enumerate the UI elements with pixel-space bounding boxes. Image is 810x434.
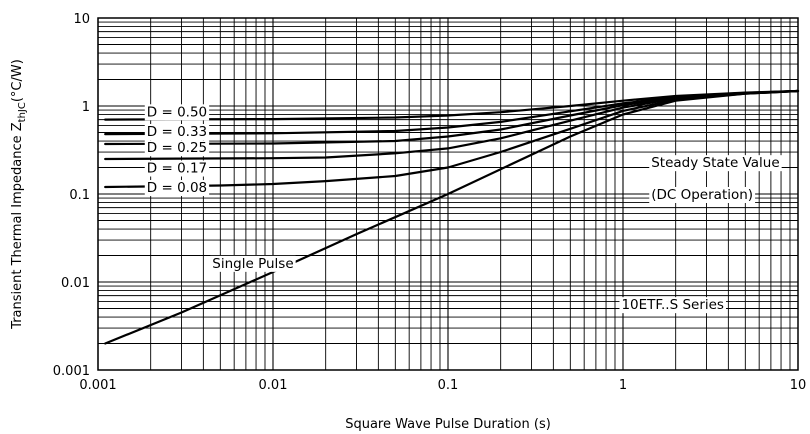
- x-tick-label: 1: [619, 378, 627, 393]
- annotation-label: D = 0.17: [144, 160, 210, 177]
- y-tick-labels: 10 1 0.1 0.01 0.001: [53, 12, 90, 379]
- annotation-text: D = 0.08: [147, 180, 207, 196]
- y-tick-label: 0.001: [53, 364, 90, 379]
- x-tick-label: 10: [790, 378, 807, 393]
- annotation-text: 10ETF..S Series: [621, 297, 724, 313]
- annotation-background: [619, 297, 726, 314]
- annotation-label: Steady State Value: [649, 155, 782, 172]
- annotation-label: D = 0.33: [144, 123, 210, 140]
- annotation-label: D = 0.50: [144, 104, 210, 121]
- annotation-label: Single Pulse: [210, 255, 296, 272]
- annotation-label: D = 0.25: [144, 140, 210, 157]
- annotation-text: Steady State Value: [651, 155, 779, 171]
- y-tick-label: 0.1: [69, 188, 90, 203]
- y-tick-label: 10: [73, 12, 90, 27]
- annotation-text: D = 0.17: [147, 161, 207, 177]
- annotation-background: [144, 104, 210, 121]
- annotation-text: D = 0.25: [147, 140, 207, 156]
- annotation-background: [649, 155, 782, 172]
- annotation-label: 10ETF..S Series: [619, 297, 726, 314]
- plot-frame: [97, 17, 799, 371]
- annotation-background: [144, 180, 210, 197]
- x-tick-labels: 0.001 0.01 0.1 1 10: [79, 378, 806, 393]
- x-tick-label: 0.01: [259, 378, 288, 393]
- series-line-single-pulse: [104, 89, 800, 345]
- annotation-text: Single Pulse: [212, 256, 293, 272]
- annotation-background: [649, 187, 756, 203]
- annotation-background: [144, 160, 210, 177]
- series-lines: [104, 89, 800, 345]
- x-tick-label: 0.001: [79, 378, 116, 393]
- annotation-label: (DC Operation): [649, 187, 756, 203]
- annotation-text: D = 0.50: [147, 104, 207, 120]
- annotation-background: [144, 140, 210, 157]
- annotations: D = 0.50 D = 0.33D = 0.25 D = 0.17 D = 0.08…: [144, 104, 782, 314]
- x-tick-label: 0.1: [438, 378, 459, 393]
- annotation-background: [144, 123, 210, 140]
- y-axis-title: Transient Thermal Impedance ZthJC(°C/W): [10, 59, 28, 330]
- annotation-text: D = 0.33: [147, 124, 207, 140]
- annotation-text: (DC Operation): [651, 187, 753, 203]
- annotation-label: D = 0.08: [144, 180, 210, 197]
- x-axis-title: Square Wave Pulse Duration (s): [345, 417, 551, 432]
- annotation-background: [210, 255, 296, 272]
- y-tick-label: 1: [82, 100, 90, 115]
- y-tick-label: 0.01: [61, 276, 90, 291]
